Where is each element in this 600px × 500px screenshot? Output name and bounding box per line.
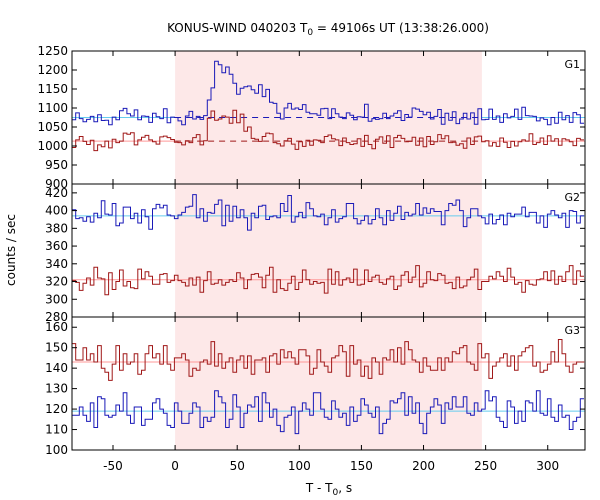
x-tick-label: 200: [412, 459, 435, 473]
y-tick-label: 950: [45, 158, 68, 172]
y-tick-label: 140: [45, 361, 68, 375]
y-tick-label: 340: [45, 257, 68, 271]
x-tick-label: 250: [474, 459, 497, 473]
y-tick-label: 1150: [37, 82, 68, 96]
y-tick-label: 420: [45, 186, 68, 200]
series-g1-blue: [72, 60, 584, 126]
x-tick-label: -50: [103, 459, 123, 473]
y-tick-label: 1000: [37, 139, 68, 153]
panel-label: G3: [564, 324, 580, 337]
series-g1-red: [72, 109, 584, 152]
y-tick-label: 300: [45, 292, 68, 306]
y-tick-label: 280: [45, 310, 68, 324]
y-tick-label: 1200: [37, 63, 68, 77]
y-tick-label: 1250: [37, 44, 68, 58]
x-tick-label: 300: [536, 459, 559, 473]
chart-title: KONUS-WIND 040203 T0 = 49106s UT (13:38:…: [167, 21, 489, 38]
y-tick-label: 100: [45, 443, 68, 457]
y-tick-label: 150: [45, 341, 68, 355]
y-tick-label: 360: [45, 239, 68, 253]
panel-label: G1: [564, 58, 580, 71]
y-tick-label: 110: [45, 423, 68, 437]
panel-frame: [71, 316, 586, 451]
y-tick-label: 400: [45, 204, 68, 218]
x-tick-label: 150: [350, 459, 373, 473]
series-g2-red: [72, 265, 584, 296]
y-axis-label: counts / sec: [4, 214, 18, 286]
highlight-interval: [175, 184, 482, 317]
series-g3-blue: [72, 390, 584, 435]
highlight-interval: [175, 317, 482, 450]
y-tick-label: 120: [45, 402, 68, 416]
y-tick-label: 160: [45, 320, 68, 334]
x-axis-label: T - T0, s: [305, 481, 352, 498]
x-tick-label: 0: [171, 459, 179, 473]
series-g3-red: [72, 339, 584, 381]
x-tick-label: 50: [230, 459, 245, 473]
panel-label: G2: [564, 191, 580, 204]
y-tick-label: 320: [45, 275, 68, 289]
y-tick-label: 1050: [37, 120, 68, 134]
y-tick-label: 1100: [37, 101, 68, 115]
y-tick-label: 380: [45, 221, 68, 235]
series-g2-blue: [72, 194, 584, 231]
y-tick-label: 900: [45, 177, 68, 191]
x-tick-label: 100: [288, 459, 311, 473]
y-tick-label: 130: [45, 382, 68, 396]
